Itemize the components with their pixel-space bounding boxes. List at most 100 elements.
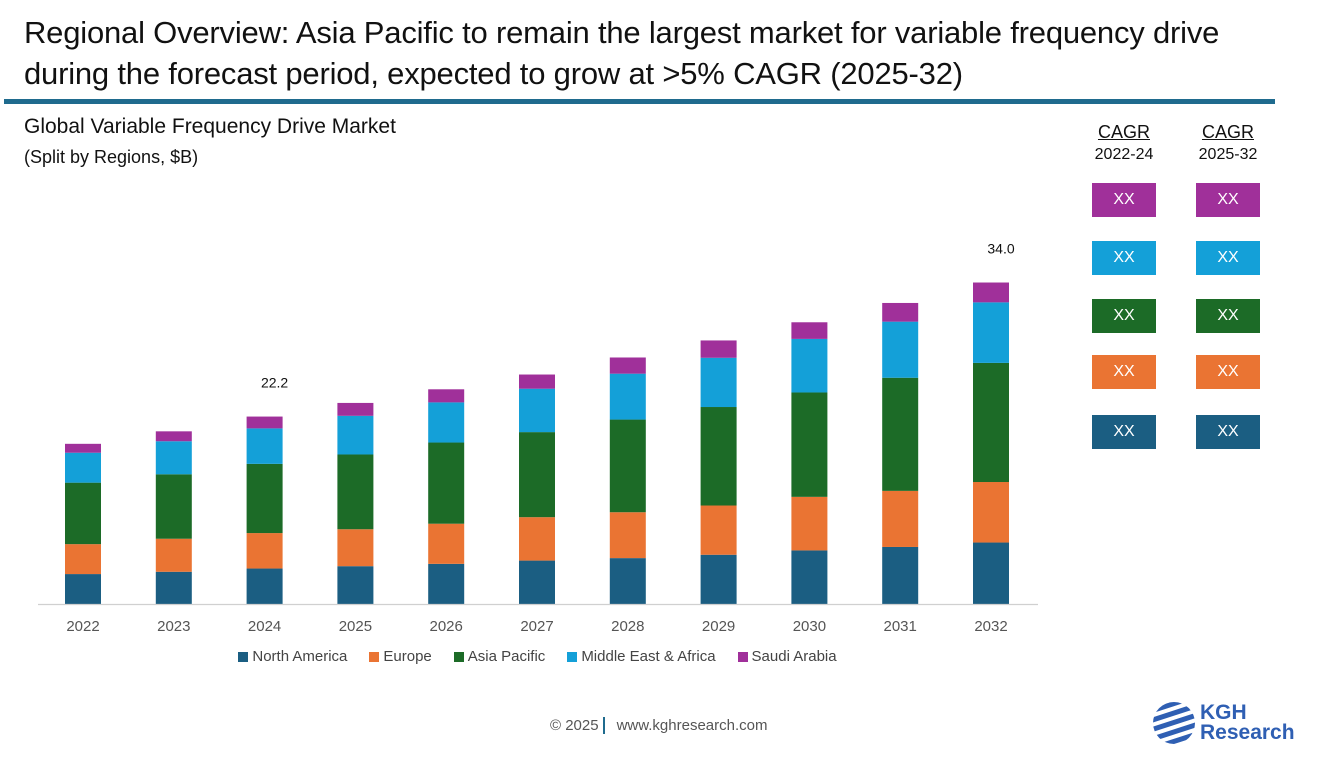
bar-segment-europe-2022 (65, 544, 101, 575)
bar-segment-north-america-2026 (428, 563, 465, 604)
bar-segment-asia-pacific-2025 (337, 454, 374, 530)
cagr-title: CAGR (1201, 122, 1254, 142)
legend-label: Saudi Arabia (751, 648, 837, 665)
logo-line-2: Research (1200, 721, 1295, 744)
bar-segment-europe-2023 (155, 538, 192, 572)
x-tick-label: 2031 (884, 618, 917, 635)
bar-segment-asia-pacific-2030 (791, 392, 828, 497)
legend-label: Europe (383, 648, 432, 665)
bar-segment-middle-east-africa-2029 (700, 357, 737, 408)
cagr-value-north-america: XX (1196, 415, 1260, 449)
bar-segment-saudi-arabia-2031 (882, 302, 919, 322)
legend-label: Asia Pacific (467, 648, 546, 665)
cagr-value-saudi-arabia: XX (1092, 183, 1156, 217)
bar-segment-saudi-arabia-2023 (155, 431, 192, 442)
bar-segment-north-america-2030 (791, 550, 828, 604)
cagr-value-europe: XX (1196, 355, 1260, 389)
bar-segment-saudi-arabia-2027 (519, 374, 555, 389)
stacked-bar-chart: 2022 2023 2024 22.2 2025 2026 2027 2028 2029 2030… (38, 241, 1038, 635)
x-tick-label: 2027 (520, 618, 553, 635)
cagr-period: 2022-24 (1094, 146, 1154, 163)
cagr-value-saudi-arabia: XX (1196, 183, 1260, 217)
cagr-period: 2025-32 (1198, 146, 1258, 163)
cagr-value-asia-pacific: XX (1092, 299, 1156, 333)
chart-subtitle: (Split by Regions, $B) (24, 147, 199, 167)
copyright: © 2025 (550, 717, 599, 734)
chart-legend: North America Europe Asia Pacific Middle Ea… (0, 648, 1075, 665)
bar-segment-saudi-arabia-2029 (700, 340, 737, 358)
bar-segment-north-america-2029 (700, 554, 737, 604)
bar-segment-europe-2031 (882, 490, 919, 547)
legend-label: Middle East & Africa (581, 648, 716, 665)
bar-segment-saudi-arabia-2026 (428, 389, 465, 403)
bar-segment-asia-pacific-2027 (519, 432, 555, 518)
bar-segment-asia-pacific-2032 (973, 362, 1009, 483)
bar-segment-saudi-arabia-2022 (65, 443, 101, 453)
legend-item: Middle East & Africa (567, 648, 716, 665)
bar-segment-europe-2026 (428, 523, 465, 564)
bar-segment-asia-pacific-2028 (609, 419, 646, 513)
legend-swatch (453, 651, 464, 662)
bar-segment-asia-pacific-2022 (65, 482, 101, 545)
bar-segment-north-america-2024 (246, 568, 283, 604)
bar-segment-europe-2032 (973, 482, 1009, 543)
legend-item: Europe (369, 648, 432, 665)
bar-segment-north-america-2032 (973, 542, 1009, 604)
globe-stripes-icon (1153, 702, 1195, 744)
legend-item: North America (238, 648, 347, 665)
legend-label: North America (252, 648, 348, 665)
bar-segment-middle-east-africa-2032 (973, 302, 1009, 363)
bar-segment-middle-east-africa-2024 (246, 428, 283, 464)
x-tick-label: 2030 (793, 618, 826, 635)
legend-item: Asia Pacific (453, 648, 546, 665)
x-tick-label: 2028 (611, 618, 644, 635)
legend-swatch (238, 651, 249, 662)
legend-swatch (369, 651, 380, 662)
chart-title: Global Variable Frequency Drive Market (24, 115, 396, 138)
cagr-title: CAGR (1097, 122, 1150, 142)
cagr-value-north-america: XX (1092, 415, 1156, 449)
logo: KGH Research (1152, 700, 1295, 746)
bar-segment-middle-east-africa-2031 (882, 321, 919, 378)
cagr-value-asia-pacific: XX (1196, 299, 1260, 333)
bar-segment-asia-pacific-2023 (155, 474, 192, 539)
x-tick-label: 2032 (974, 618, 1007, 635)
data-label-total: 34.0 (987, 241, 1014, 257)
bar-segment-middle-east-africa-2025 (337, 415, 374, 455)
bar-segment-asia-pacific-2026 (428, 442, 465, 524)
bar-segment-europe-2028 (609, 512, 646, 559)
bar-segment-middle-east-africa-2023 (155, 441, 192, 475)
website-link[interactable]: www.kghresearch.com (616, 717, 768, 734)
cagr-value-europe: XX (1092, 355, 1156, 389)
bar-segment-north-america-2027 (519, 560, 555, 604)
bar-segment-europe-2025 (337, 529, 374, 567)
x-tick-label: 2029 (702, 618, 735, 635)
logo-line-1: KGH (1200, 701, 1247, 724)
bar-segment-north-america-2023 (155, 571, 192, 604)
footer-divider (602, 717, 605, 734)
headline: Regional Overview: Asia Pacific to remai… (24, 15, 1220, 91)
cagr-value-middle-east-africa: XX (1196, 241, 1260, 275)
logo-text: KGH Research (1200, 701, 1295, 744)
footer: © 2025 www.kghresearch.com (550, 717, 767, 734)
bar-segment-asia-pacific-2029 (700, 407, 737, 506)
bar-segment-middle-east-africa-2026 (428, 402, 465, 443)
bar-segment-north-america-2022 (65, 574, 101, 604)
bar-segment-middle-east-africa-2030 (791, 338, 828, 393)
bar-segment-saudi-arabia-2025 (337, 402, 374, 416)
cagr-value-middle-east-africa: XX (1092, 241, 1156, 275)
x-tick-label: 2023 (157, 618, 190, 635)
x-tick-label: 2025 (339, 618, 372, 635)
bar-segment-europe-2030 (791, 496, 828, 551)
legend-swatch (567, 651, 578, 662)
bar-segment-europe-2029 (700, 505, 737, 555)
bar-segment-saudi-arabia-2024 (246, 416, 283, 429)
bar-segment-saudi-arabia-2032 (973, 282, 1009, 303)
cagr-column-header: CAGR 2022-24 (1084, 120, 1164, 166)
legend-item: Saudi Arabia (737, 648, 837, 665)
bar-segment-europe-2024 (246, 533, 283, 569)
bar-segment-middle-east-africa-2022 (65, 452, 101, 483)
x-tick-label: 2024 (248, 618, 281, 635)
bar-segment-asia-pacific-2024 (246, 463, 283, 534)
legend-swatch (737, 651, 748, 662)
